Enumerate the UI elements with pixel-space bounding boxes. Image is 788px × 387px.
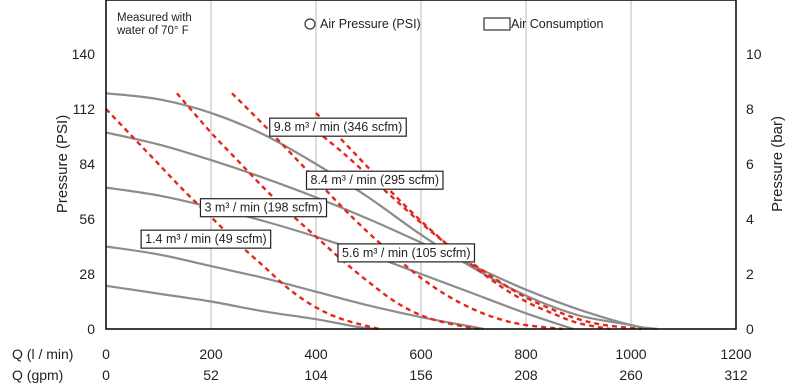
legend-rect-icon bbox=[483, 17, 511, 31]
x-secondary-tick-label: 104 bbox=[304, 367, 328, 383]
annotation-label: 9.8 m³ / min (346 scfm) bbox=[274, 120, 403, 134]
x-secondary-tick-label: 52 bbox=[203, 367, 219, 383]
consumption-curve bbox=[231, 92, 563, 331]
chart-note-line-1: Measured with bbox=[117, 12, 192, 24]
x-primary-tick-label: 600 bbox=[409, 346, 433, 362]
x-primary-tick-label: 0 bbox=[102, 346, 110, 362]
y-right-tick-label: 10 bbox=[746, 46, 762, 62]
annotation-label: 1.4 m³ / min (49 scfm) bbox=[145, 232, 267, 246]
x-secondary-tick-label: 312 bbox=[724, 367, 748, 383]
consumption-curve bbox=[315, 129, 642, 331]
annotation-box bbox=[305, 170, 444, 190]
x-primary-tick-label: 1000 bbox=[615, 346, 646, 362]
y-right-tick-label: 2 bbox=[746, 266, 754, 282]
annotation-box bbox=[140, 229, 272, 249]
annotation-box bbox=[337, 243, 476, 263]
annotation-label: 8.4 m³ / min (295 scfm) bbox=[311, 173, 440, 187]
x-secondary-tick-label: 0 bbox=[102, 367, 110, 383]
x-secondary-tick-label: 208 bbox=[514, 367, 538, 383]
x-axis-secondary-name: Q (gpm) bbox=[12, 367, 63, 383]
annotation-box bbox=[269, 117, 407, 137]
y-right-tick-label: 0 bbox=[746, 321, 754, 337]
consumption-annotation: 1.4 m³ / min (49 scfm) bbox=[140, 229, 272, 249]
y-left-tick-label: 84 bbox=[79, 156, 95, 172]
annotation-box bbox=[199, 198, 328, 218]
consumption-curve bbox=[315, 112, 611, 331]
consumption-annotation: 5.6 m³ / min (105 scfm) bbox=[337, 243, 476, 263]
x-primary-tick-label: 400 bbox=[304, 346, 328, 362]
y-left-tick-label: 28 bbox=[79, 266, 95, 282]
legend-label-consumption: Air Consumption bbox=[511, 17, 603, 31]
x-primary-tick-label: 200 bbox=[199, 346, 223, 362]
y-left-tick-label: 0 bbox=[87, 321, 95, 337]
consumption-annotation: 9.8 m³ / min (346 scfm) bbox=[269, 117, 407, 137]
y-left-tick-label: 112 bbox=[73, 101, 96, 117]
x-axis-primary-name: Q (l / min) bbox=[12, 346, 73, 362]
annotation-label: 5.6 m³ / min (105 scfm) bbox=[342, 246, 471, 260]
y-left-tick-label: 140 bbox=[72, 46, 96, 62]
y-axis-right-label: Pressure (bar) bbox=[769, 116, 786, 212]
legend-circle-icon bbox=[304, 18, 316, 30]
legend-label-pressure: Air Pressure (PSI) bbox=[320, 17, 421, 31]
annotation-label: 3 m³ / min (198 scfm) bbox=[204, 201, 322, 215]
pressure-curve bbox=[105, 284, 380, 331]
y-axis-left-label: Pressure (PSI) bbox=[54, 115, 71, 213]
pressure-curve bbox=[105, 131, 658, 331]
grid-lines bbox=[210, 0, 632, 329]
plot-frame bbox=[105, 0, 737, 330]
y-right-tick-label: 6 bbox=[746, 156, 754, 172]
x-secondary-tick-label: 156 bbox=[409, 367, 433, 383]
chart-legend: Air Pressure (PSI) Air Consumption bbox=[304, 17, 603, 31]
y-left-tick-label: 56 bbox=[79, 211, 95, 227]
tick-labels: 0 28 56 84 112 140 0 2 4 6 8 10 0 200 400 600 800 1000 120… bbox=[72, 46, 762, 383]
pressure-curve bbox=[105, 92, 648, 331]
consumption-annotations: 9.8 m³ / min (346 scfm) 8.4 m³ / min (295… bbox=[140, 117, 476, 263]
consumption-annotation: 3 m³ / min (198 scfm) bbox=[199, 198, 328, 218]
y-right-tick-label: 8 bbox=[746, 101, 754, 117]
y-right-tick-label: 4 bbox=[746, 211, 754, 227]
consumption-curve bbox=[175, 92, 480, 331]
consumption-curve bbox=[105, 108, 380, 331]
consumption-annotation: 8.4 m³ / min (295 scfm) bbox=[305, 170, 444, 190]
chart-note-line-2: water of 70° F bbox=[116, 25, 189, 37]
x-primary-tick-label: 800 bbox=[514, 346, 538, 362]
x-primary-tick-label: 1200 bbox=[720, 346, 751, 362]
x-secondary-tick-label: 260 bbox=[619, 367, 643, 383]
